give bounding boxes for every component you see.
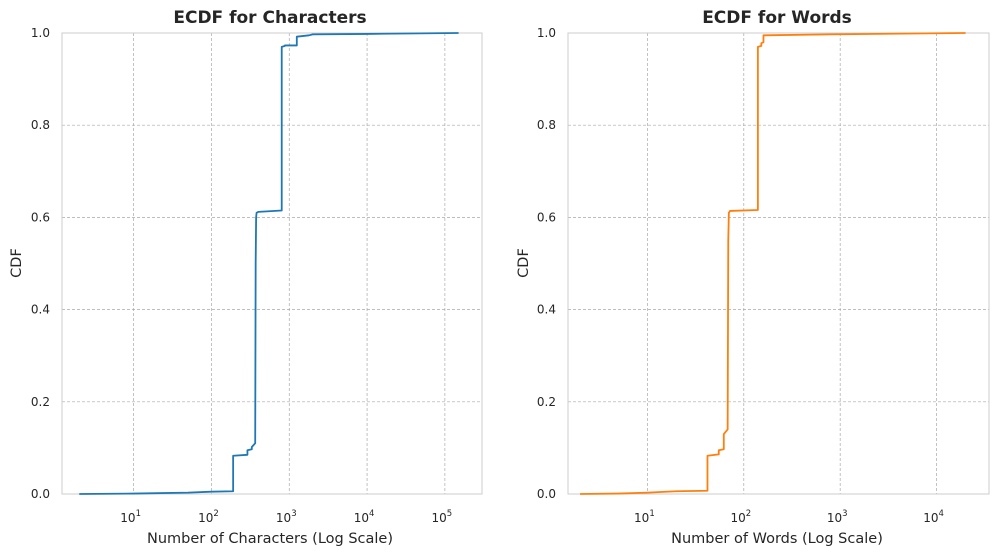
x-axis-label: Number of Words (Log Scale)	[671, 531, 883, 547]
chart-title: ECDF for Characters	[173, 8, 366, 28]
x-tick-label: 101	[120, 509, 141, 525]
x-tick-label: 101	[634, 509, 655, 525]
grid	[568, 33, 989, 494]
y-tick-label: 1.0	[537, 26, 556, 40]
y-tick-label: 0.4	[537, 303, 556, 317]
y-axis-label: CDF	[9, 248, 25, 278]
x-tick-label: 102	[730, 509, 751, 525]
chart-title: ECDF for Words	[702, 8, 852, 28]
x-ticks: 101 102 103 104	[634, 509, 944, 525]
chart-words: ECDF for Words 101 102 103 104 0.0 0.2 0.4 0.6…	[516, 8, 990, 547]
y-tick-label: 0.8	[31, 118, 50, 132]
x-tick-label: 105	[432, 509, 453, 525]
ecdf-line	[580, 32, 966, 495]
y-tick-label: 0.0	[31, 487, 50, 501]
ecdf-line	[79, 32, 459, 495]
y-tick-label: 0.2	[31, 395, 50, 409]
y-tick-label: 0.2	[537, 395, 556, 409]
x-ticks: 101 102 103 104 105	[120, 509, 452, 525]
ecdf-series	[79, 32, 459, 495]
y-tick-label: 0.6	[31, 210, 50, 224]
y-ticks: 0.0 0.2 0.4 0.6 0.8 1.0	[537, 26, 556, 501]
x-tick-label: 102	[198, 509, 219, 525]
x-axis-label: Number of Characters (Log Scale)	[147, 531, 393, 547]
y-tick-label: 0.8	[537, 118, 556, 132]
grid	[62, 33, 482, 494]
y-tick-label: 0.6	[537, 210, 556, 224]
y-axis-label: CDF	[516, 248, 532, 278]
y-tick-label: 0.4	[31, 303, 50, 317]
y-tick-label: 1.0	[31, 26, 50, 40]
x-tick-label: 103	[827, 509, 848, 525]
x-tick-label: 104	[923, 509, 944, 525]
y-ticks: 0.0 0.2 0.4 0.6 0.8 1.0	[31, 26, 50, 501]
plot-area	[61, 32, 483, 495]
x-tick-label: 103	[276, 509, 297, 525]
x-tick-label: 104	[354, 509, 375, 525]
ecdf-series	[580, 32, 966, 495]
y-tick-label: 0.0	[537, 487, 556, 501]
plot-area	[567, 32, 990, 495]
chart-characters: ECDF for Characters 101 102 103 104 105 0.00…	[9, 8, 483, 547]
